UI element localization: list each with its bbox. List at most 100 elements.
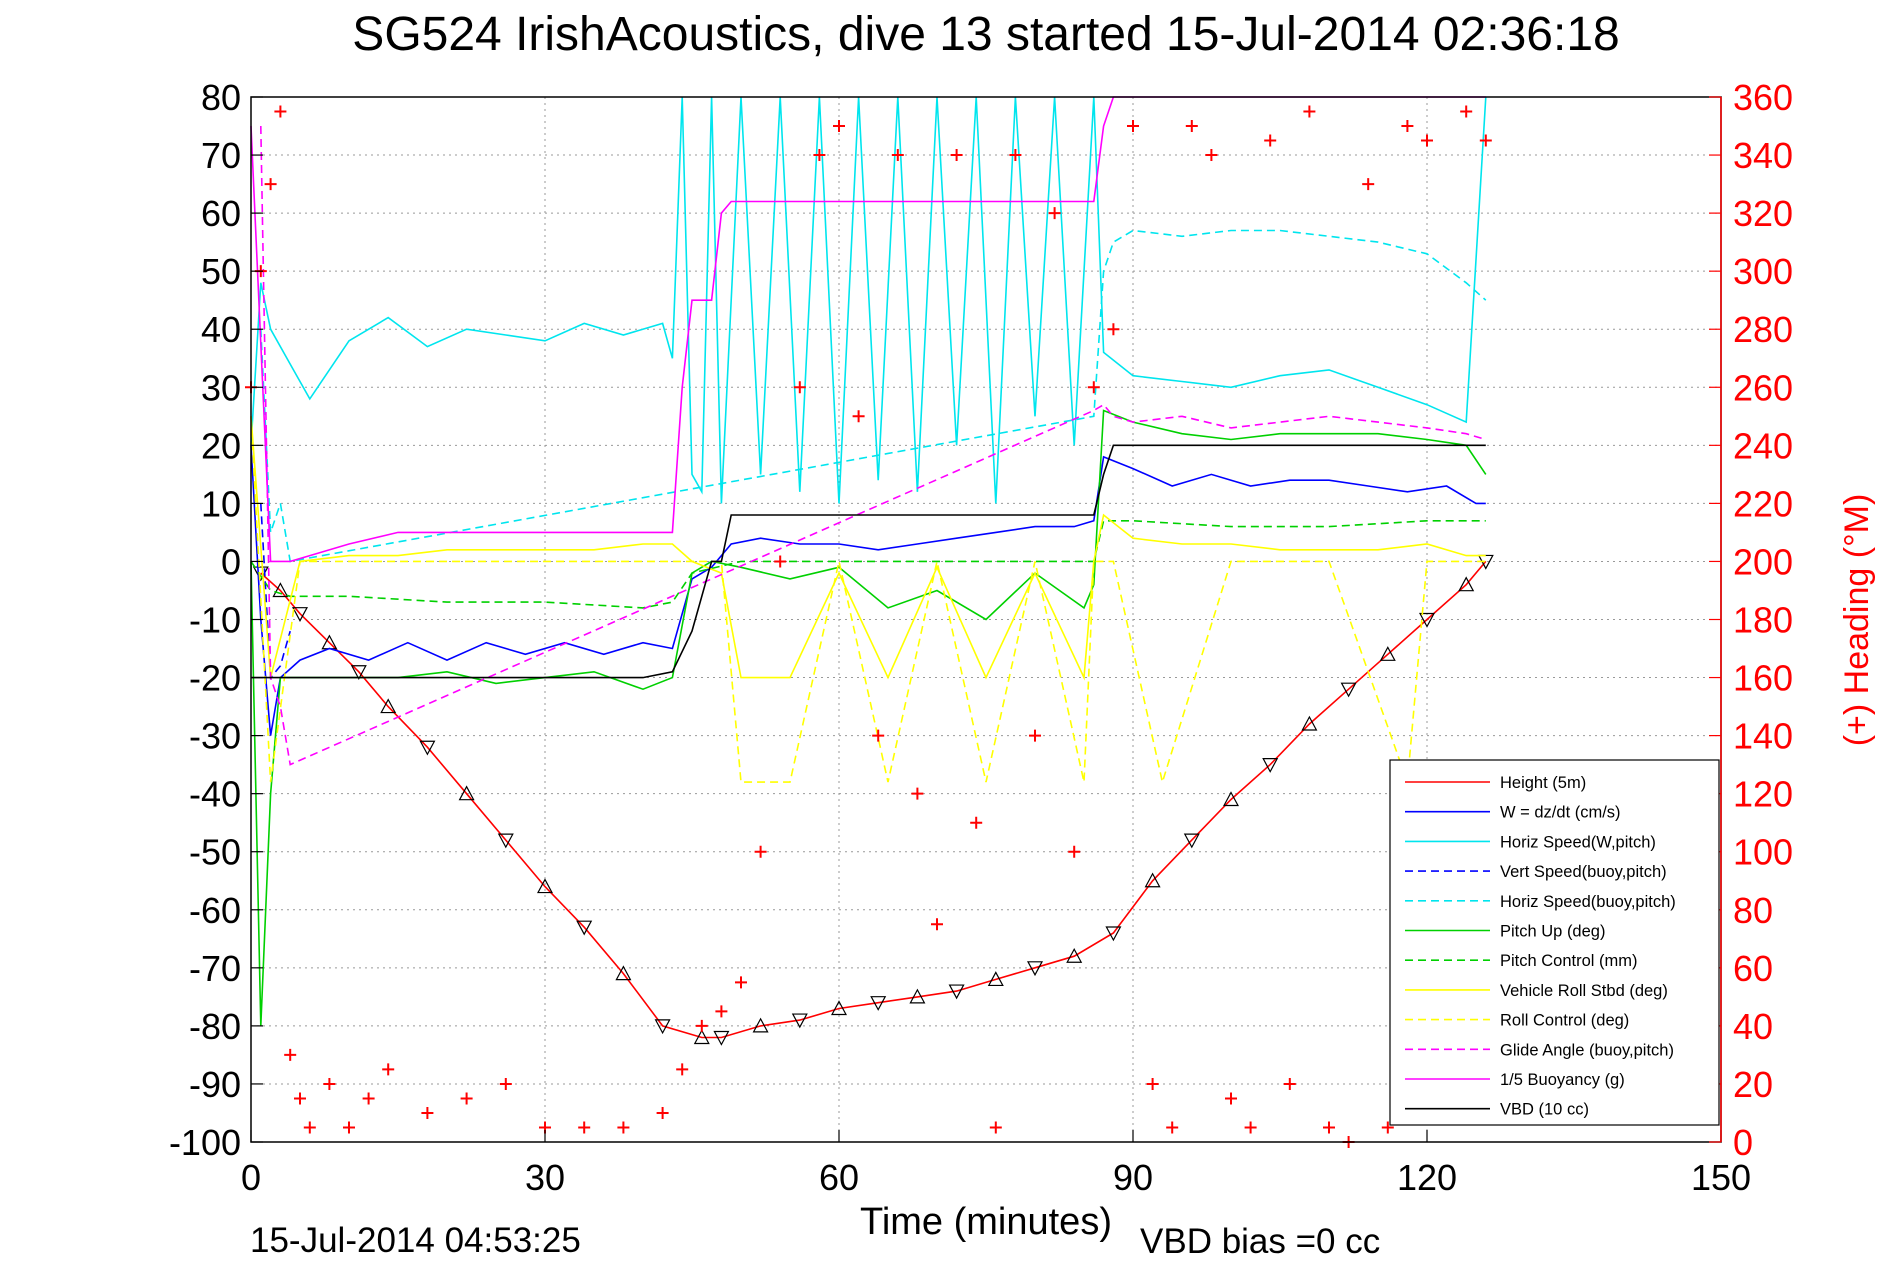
legend-entry: Horiz Speed(W,pitch) (1405, 833, 1656, 851)
footer-vbd-bias: VBD bias =0 cc (1140, 1222, 1380, 1261)
series-height-5m (252, 554, 1494, 1046)
heading-point (284, 1048, 297, 1061)
legend-entry: Glide Angle (buoy,pitch) (1405, 1041, 1674, 1059)
height-point-marker (752, 1017, 769, 1033)
x-tick-label: 60 (819, 1157, 859, 1198)
heading-point (813, 149, 826, 162)
legend-label: Pitch Control (mm) (1500, 952, 1638, 970)
right-tick-label: 140 (1733, 716, 1793, 757)
chart-legend: Height (5m) W = dz/dt (cm/s) Horiz Speed(W… (1389, 759, 1720, 1126)
legend-label: Height (5m) (1500, 774, 1586, 792)
height-point-marker (1458, 576, 1475, 592)
series-line (250, 416, 1486, 681)
right-tick-label: 260 (1733, 367, 1793, 408)
right-tick-label: 180 (1733, 600, 1793, 641)
heading-point (970, 816, 983, 829)
height-point-marker (948, 984, 965, 1000)
right-tick-label: 20 (1733, 1064, 1773, 1105)
heading-point (1225, 1092, 1237, 1105)
heading-point (1048, 207, 1061, 220)
heading-point (911, 787, 924, 800)
y-tick-label: 70 (201, 135, 241, 176)
height-point-marker (272, 582, 289, 598)
legend-entry: VBD (10 cc) (1405, 1101, 1589, 1119)
y-tick-label: 80 (201, 77, 241, 118)
height-point-marker (1340, 682, 1357, 698)
heading-point (989, 1121, 1002, 1134)
heading-point (1303, 105, 1316, 118)
right-tick-label: 360 (1733, 77, 1793, 118)
right-tick-label: 240 (1733, 425, 1793, 466)
height-point-marker (576, 920, 593, 936)
height-point-marker (380, 698, 397, 714)
right-tick-label: 320 (1733, 193, 1793, 234)
heading-point (833, 120, 845, 133)
y-tick-label: 30 (201, 367, 241, 408)
legend-entry: Pitch Control (mm) (1405, 952, 1638, 970)
height-point-marker (830, 1000, 848, 1016)
legend-items: Height (5m) W = dz/dt (cm/s) Horiz Speed(W… (1405, 774, 1676, 1119)
height-point-marker (1301, 715, 1318, 731)
series-line (250, 96, 1486, 563)
series-line (260, 503, 291, 680)
series-vehicle-roll-stbd-deg (250, 416, 1486, 681)
series-line (260, 560, 1487, 1039)
x-tick-label: 30 (525, 1157, 565, 1198)
heading-point (343, 1121, 355, 1134)
heading-point (294, 1092, 306, 1105)
legend-entry: W = dz/dt (cm/s) (1405, 804, 1621, 822)
footer-timestamp: 15-Jul-2014 04:53:25 (250, 1221, 581, 1260)
right-tick-label: 60 (1733, 948, 1773, 989)
series-pitch-control-mm (250, 519, 1486, 609)
series-heading (245, 105, 1492, 1148)
heading-point (1185, 120, 1198, 133)
heading-point (1323, 1121, 1335, 1134)
x-tick-label: 150 (1691, 1157, 1751, 1198)
right-tick-label: 120 (1733, 774, 1793, 815)
height-point-marker (693, 1029, 710, 1045)
legend-label: Horiz Speed(W,pitch) (1500, 833, 1656, 851)
height-point-marker (1105, 926, 1122, 942)
heading-point (1421, 134, 1433, 147)
series-line (260, 125, 1487, 766)
series-w-dz-dt-cm-s (250, 445, 1486, 736)
legend-entry: Vehicle Roll Stbd (deg) (1405, 982, 1668, 1000)
legend-label: W = dz/dt (cm/s) (1500, 804, 1621, 822)
height-point-marker (536, 878, 554, 894)
series-line (260, 229, 1487, 563)
height-point-marker (350, 665, 367, 681)
right-tick-label: 340 (1733, 135, 1793, 176)
series-line (250, 445, 1486, 736)
x-tick-label: 120 (1397, 1157, 1457, 1198)
height-point-marker (791, 1013, 808, 1029)
height-point-marker (458, 785, 475, 801)
height-point-marker (497, 833, 514, 849)
heading-point (1381, 1121, 1394, 1134)
legend-entry: Height (5m) (1405, 774, 1586, 792)
height-point-marker (1222, 791, 1240, 807)
heading-point (1362, 178, 1375, 191)
heading-point (303, 1121, 316, 1134)
heading-point (1283, 1077, 1296, 1090)
y-tick-label: 10 (201, 483, 241, 524)
x-axis-label: Time (minutes) (860, 1201, 1112, 1243)
heading-point (1146, 1077, 1159, 1090)
heading-point (931, 918, 943, 931)
y-tick-label: 60 (201, 193, 241, 234)
series-vert-speed-buoy-pitch (260, 503, 291, 680)
legend-entry: Roll Control (deg) (1405, 1012, 1629, 1030)
height-point-marker (1262, 758, 1279, 773)
height-point-marker (713, 1030, 730, 1046)
right-tick-label: 220 (1733, 483, 1793, 524)
series-horiz-speed-buoy-pitch (260, 229, 1487, 563)
right-tick-label: 0 (1733, 1122, 1753, 1163)
y-tick-label: 0 (221, 541, 241, 582)
y-tick-label: 50 (201, 251, 241, 292)
heading-point (852, 410, 865, 423)
heading-point (676, 1063, 689, 1076)
legend-entry: 1/5 Buoyancy (g) (1405, 1071, 1625, 1089)
heading-point (1401, 120, 1414, 133)
ticks: 0 30 60 90 120 15080706050403020100-10-20-30-… (169, 77, 1793, 1198)
series-layer (245, 96, 1494, 1148)
y-tick-label: -70 (189, 948, 241, 989)
